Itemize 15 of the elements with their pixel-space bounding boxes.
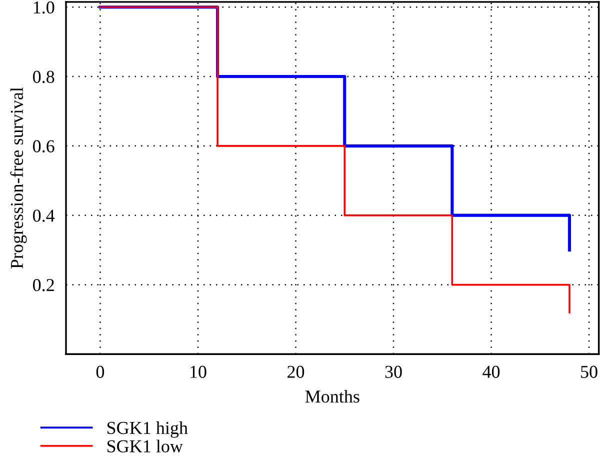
x-axis-title: Months (305, 390, 360, 403)
x-tick-label: 40 (482, 366, 500, 378)
y-tick-label: 0.2 (33, 278, 54, 292)
x-tick-label: 10 (190, 366, 206, 378)
legend-label: SGK1 low (107, 440, 183, 452)
x-tick-label: 20 (288, 366, 304, 378)
legend-label: SGK1 high (107, 421, 188, 438)
y-axis-title: Progression-free survival (10, 87, 27, 269)
y-tick-label: 0.6 (33, 140, 54, 152)
x-tick-label: 50 (581, 366, 598, 378)
y-tick-label: 0.4 (33, 210, 55, 222)
y-tick-label: 0.8 (33, 70, 54, 84)
y-tick-label: 1.0 (34, 1, 54, 14)
x-tick-label: 0 (96, 366, 104, 378)
x-tick-label: 30 (385, 366, 402, 378)
